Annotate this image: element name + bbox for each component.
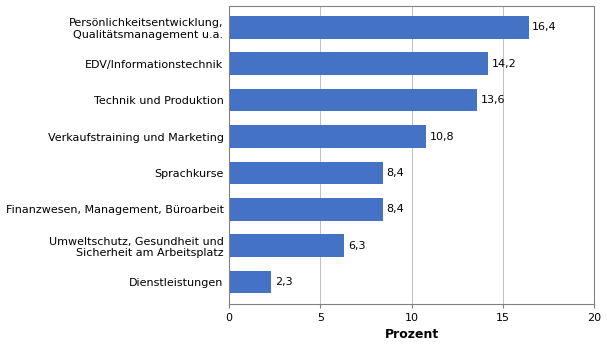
Bar [229,89,478,111]
Bar [229,52,489,75]
Bar [229,271,271,293]
X-axis label: Prozent: Prozent [385,329,439,341]
Text: 8,4: 8,4 [386,168,404,178]
Bar [229,198,382,221]
Bar [229,234,344,257]
Text: 16,4: 16,4 [532,23,557,32]
Text: 10,8: 10,8 [430,132,455,142]
Text: 13,6: 13,6 [481,95,506,105]
Bar [229,125,426,148]
Bar [229,16,529,39]
Bar [229,162,382,184]
Text: 6,3: 6,3 [348,241,365,251]
Text: 8,4: 8,4 [386,204,404,214]
Text: 14,2: 14,2 [492,59,517,69]
Text: 2,3: 2,3 [275,277,293,287]
